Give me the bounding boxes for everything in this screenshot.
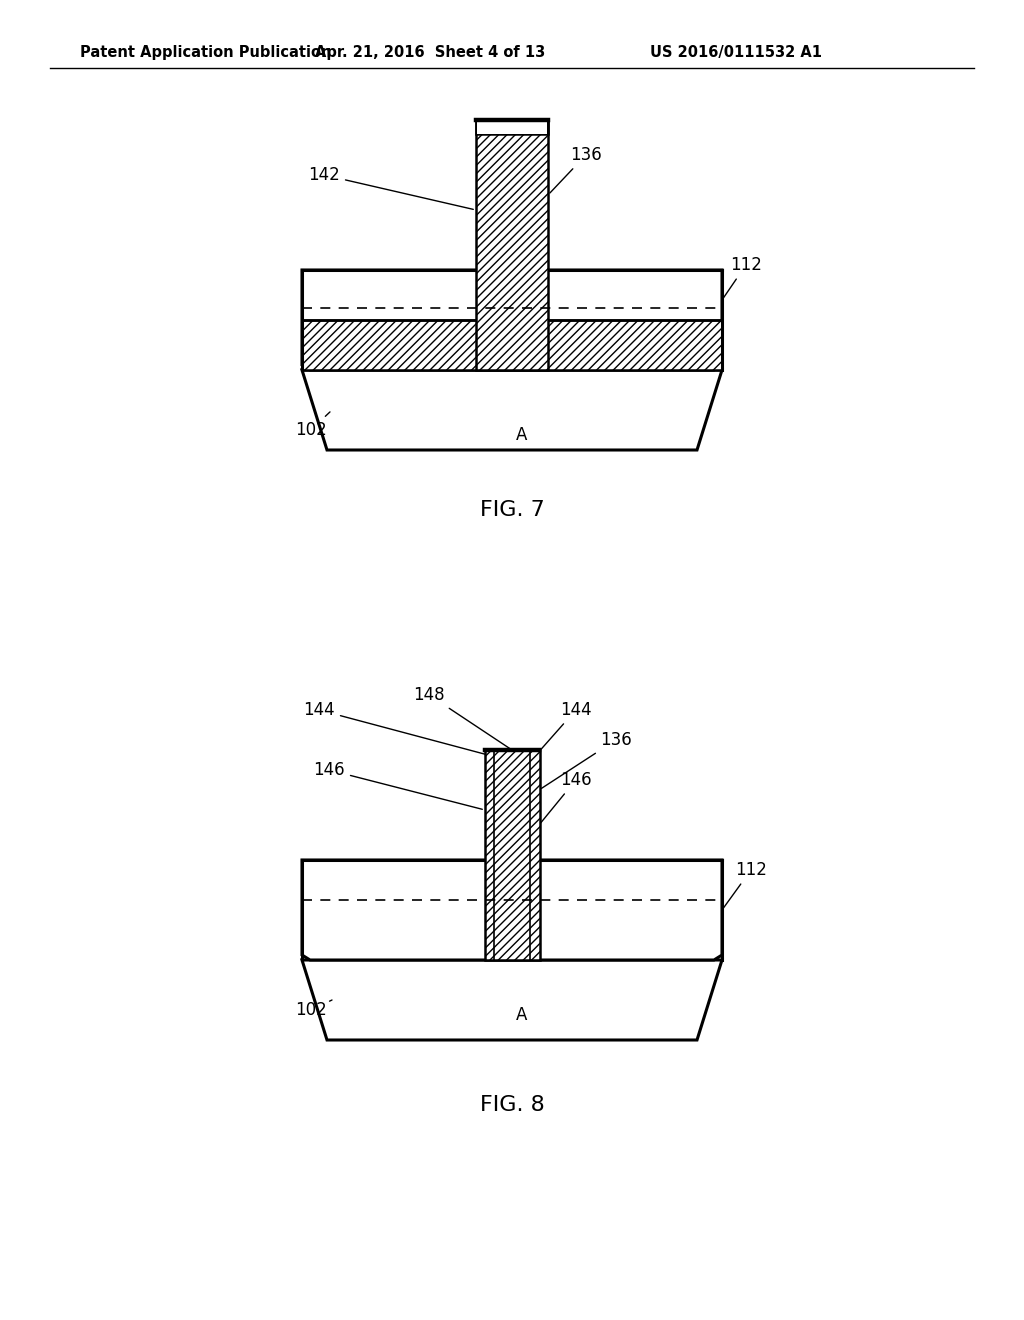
Text: A: A: [516, 426, 527, 444]
Text: 136: 136: [542, 731, 632, 788]
Text: 146: 146: [541, 771, 592, 822]
Text: FIG. 7: FIG. 7: [479, 500, 545, 520]
Bar: [476, 120, 548, 370]
Bar: [302, 319, 722, 370]
Text: US 2016/0111532 A1: US 2016/0111532 A1: [650, 45, 822, 59]
Text: 102: 102: [295, 1001, 332, 1019]
Bar: [485, 750, 540, 960]
Text: 102: 102: [295, 412, 330, 440]
Polygon shape: [302, 861, 722, 960]
Text: 144: 144: [303, 701, 485, 754]
Text: 148: 148: [414, 686, 510, 748]
Text: 136: 136: [550, 147, 602, 193]
Bar: [477, 121, 547, 135]
Text: 142: 142: [308, 166, 473, 210]
Text: Apr. 21, 2016  Sheet 4 of 13: Apr. 21, 2016 Sheet 4 of 13: [314, 45, 545, 59]
Text: 146: 146: [313, 762, 482, 809]
Text: FIG. 8: FIG. 8: [479, 1096, 545, 1115]
Text: 112: 112: [724, 861, 767, 908]
Polygon shape: [302, 960, 722, 1040]
Text: A: A: [516, 1006, 527, 1024]
Text: 112: 112: [724, 256, 762, 298]
Polygon shape: [302, 271, 722, 370]
Bar: [476, 120, 548, 135]
Text: Patent Application Publication: Patent Application Publication: [80, 45, 332, 59]
Text: 144: 144: [538, 701, 592, 752]
Polygon shape: [302, 370, 722, 450]
